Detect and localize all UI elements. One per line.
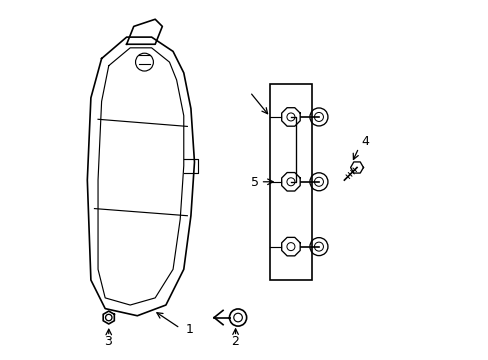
Text: 2: 2 (230, 335, 238, 348)
Text: 5: 5 (250, 176, 259, 189)
Text: 3: 3 (104, 335, 112, 348)
Text: 1: 1 (185, 323, 193, 336)
Bar (269, 84, 312, 280)
Text: 4: 4 (360, 135, 368, 148)
